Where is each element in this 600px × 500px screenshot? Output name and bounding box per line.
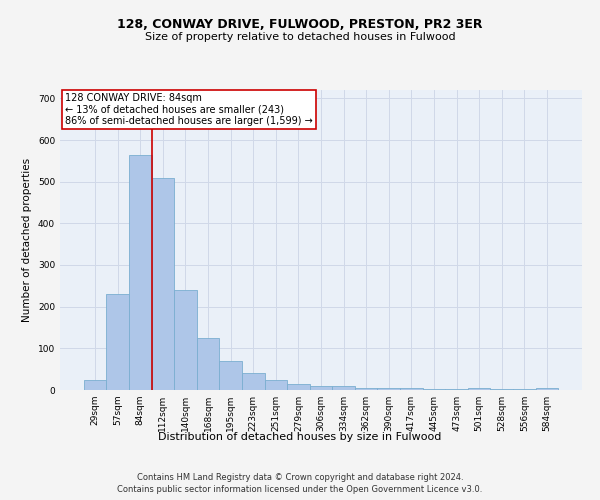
Bar: [129, 154, 152, 390]
Bar: [174, 290, 197, 390]
Bar: [310, 386, 332, 390]
Text: Contains public sector information licensed under the Open Government Licence v3: Contains public sector information licen…: [118, 485, 482, 494]
Bar: [106, 294, 129, 390]
Bar: [84, 380, 106, 390]
Bar: [422, 389, 445, 390]
Bar: [220, 361, 242, 390]
Text: Contains HM Land Registry data © Crown copyright and database right 2024.: Contains HM Land Registry data © Crown c…: [137, 472, 463, 482]
Bar: [468, 388, 490, 390]
Bar: [377, 388, 400, 390]
Bar: [265, 380, 287, 390]
Bar: [536, 388, 558, 390]
Y-axis label: Number of detached properties: Number of detached properties: [22, 158, 32, 322]
Bar: [513, 389, 536, 390]
Bar: [355, 388, 377, 390]
Bar: [287, 384, 310, 390]
Bar: [332, 386, 355, 390]
Text: Distribution of detached houses by size in Fulwood: Distribution of detached houses by size …: [158, 432, 442, 442]
Text: Size of property relative to detached houses in Fulwood: Size of property relative to detached ho…: [145, 32, 455, 42]
Bar: [152, 178, 174, 390]
Bar: [400, 388, 422, 390]
Bar: [490, 389, 513, 390]
Text: 128 CONWAY DRIVE: 84sqm
← 13% of detached houses are smaller (243)
86% of semi-d: 128 CONWAY DRIVE: 84sqm ← 13% of detache…: [65, 93, 313, 126]
Bar: [242, 374, 265, 390]
Bar: [197, 338, 220, 390]
Text: 128, CONWAY DRIVE, FULWOOD, PRESTON, PR2 3ER: 128, CONWAY DRIVE, FULWOOD, PRESTON, PR2…: [117, 18, 483, 30]
Bar: [445, 389, 468, 390]
